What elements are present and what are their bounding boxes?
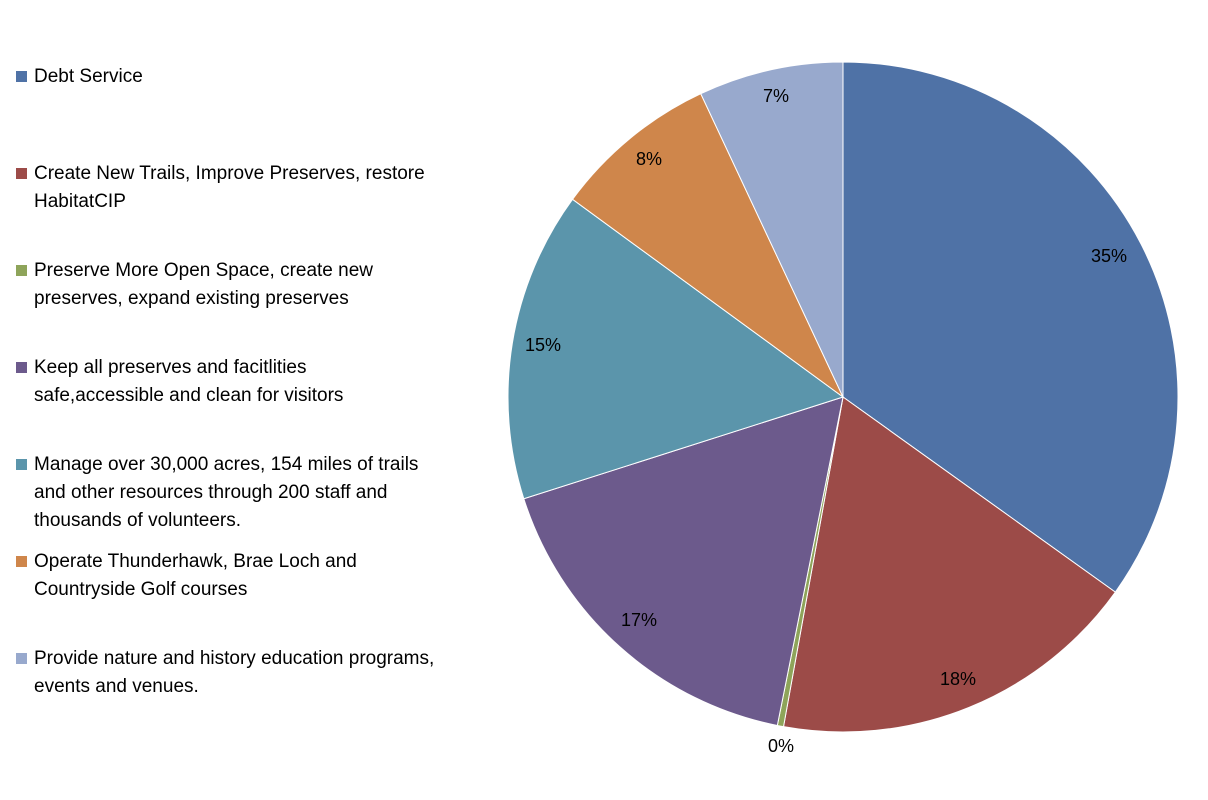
chart-legend: Debt Service Create New Trails, Improve …: [16, 0, 446, 800]
legend-item: Operate Thunderhawk, Brae Loch and Count…: [16, 548, 436, 604]
slice-percent-label: 35%: [1091, 246, 1127, 266]
legend-swatch: [16, 168, 27, 179]
legend-label: Debt Service: [34, 66, 143, 87]
legend-label: Preserve More Open Space, create new pre…: [34, 260, 374, 309]
legend-item: Manage over 30,000 acres, 154 miles of t…: [16, 451, 436, 535]
legend-item: Keep all preserves and facitlities safe,…: [16, 354, 436, 410]
pie-slice: [571, 93, 844, 398]
legend-label: Operate Thunderhawk, Brae Loch and Count…: [34, 551, 357, 600]
legend-swatch: [16, 71, 27, 82]
slice-percent-label: 7%: [763, 86, 789, 106]
legend-swatch: [16, 653, 27, 664]
slice-percent-label: 18%: [940, 669, 976, 689]
pie-slice: [523, 396, 844, 727]
pie-slice: [700, 61, 844, 398]
legend-swatch: [16, 362, 27, 373]
legend-item: Create New Trails, Improve Preserves, re…: [16, 160, 436, 216]
legend-label: Manage over 30,000 acres, 154 miles of t…: [34, 454, 419, 531]
slice-percent-label: 15%: [525, 335, 561, 355]
legend-swatch: [16, 556, 27, 567]
legend-swatch: [16, 459, 27, 470]
legend-item: Preserve More Open Space, create new pre…: [16, 257, 436, 313]
legend-item: Debt Service: [16, 63, 436, 91]
legend-label: Provide nature and history education pro…: [34, 648, 435, 697]
slice-percent-label: 17%: [621, 610, 657, 630]
legend-item: Provide nature and history education pro…: [16, 645, 436, 701]
pie-slice: [782, 396, 1117, 733]
pie-slice: [507, 198, 845, 500]
legend-label: Keep all preserves and facitlities safe,…: [34, 357, 344, 406]
slice-percent-label: 8%: [636, 149, 662, 169]
slice-percent-label: 0%: [768, 736, 794, 756]
legend-label: Create New Trails, Improve Preserves, re…: [34, 163, 425, 212]
legend-swatch: [16, 265, 27, 276]
pie-slice: [842, 61, 1179, 593]
